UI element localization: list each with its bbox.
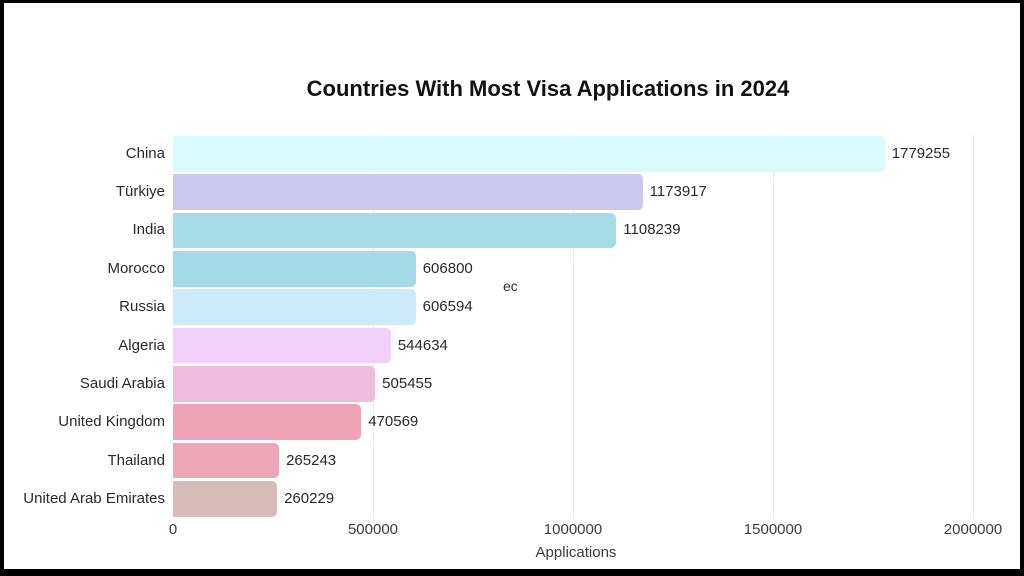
bar [173, 442, 280, 479]
bar-category-label: India [132, 221, 165, 239]
bar [173, 251, 416, 287]
bar [173, 174, 643, 210]
bar-category-label: Saudi Arabia [79, 374, 165, 392]
bar-value-label: 1779255 [891, 144, 951, 162]
chart-title: Countries With Most Visa Applications in… [306, 76, 790, 101]
bar [173, 481, 278, 517]
x-tick-label: 0 [168, 521, 178, 538]
bar-value-label: 265243 [286, 451, 337, 469]
x-axis-title: Applications [535, 544, 617, 561]
bar-value-label: 470569 [368, 413, 419, 431]
bar-category-label: Thailand [107, 451, 165, 469]
x-tick-label: 500000 [347, 521, 399, 538]
x-tick-label: 2000000 [943, 521, 1003, 538]
bar-value-label: 606800 [422, 259, 473, 277]
bar-value-label: 505455 [382, 374, 433, 392]
bar-category-label: Türkiye [115, 183, 165, 201]
bar-value-label: 606594 [422, 298, 473, 316]
bar [173, 366, 376, 402]
gridline [773, 135, 774, 519]
bar [173, 404, 362, 440]
bar-value-label: 1173917 [649, 183, 707, 201]
bar [173, 212, 617, 249]
plot-area: ec 1779255 1173917 1108239 606800 606594 5446… [173, 135, 974, 519]
gridline [573, 135, 574, 519]
bar-category-label: Algeria [118, 336, 165, 354]
bar-category-label: Russia [119, 298, 165, 316]
x-tick-label: 1500000 [743, 521, 803, 538]
bar-category-label: Morocco [107, 259, 165, 277]
bar-category-label: China [125, 144, 165, 162]
bar [173, 289, 416, 325]
gridline [373, 135, 374, 519]
bar [173, 327, 391, 364]
stray-annotation: ec [503, 278, 518, 294]
bar-value-label: 1108239 [623, 221, 681, 239]
bar-category-label: United Arab Emirates [23, 489, 165, 507]
gridline [973, 135, 974, 519]
bar [173, 136, 885, 172]
bar-value-label: 544634 [397, 336, 448, 354]
bar-value-label: 260229 [284, 489, 335, 507]
bar-category-label: United Kingdom [58, 413, 165, 431]
x-tick-label: 1000000 [543, 521, 603, 538]
